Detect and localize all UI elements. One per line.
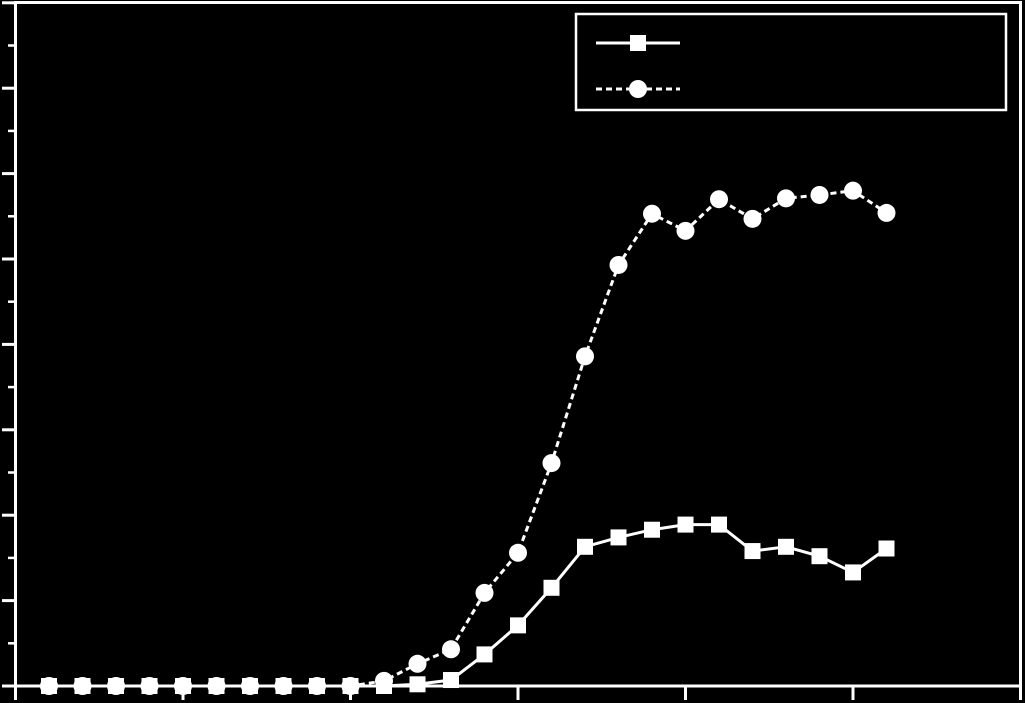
marker-circle xyxy=(442,640,460,659)
marker-square xyxy=(510,617,526,634)
marker-circle xyxy=(643,204,661,223)
marker-square xyxy=(744,543,761,560)
marker-circle xyxy=(341,677,360,695)
marker-circle xyxy=(207,677,226,695)
marker-circle xyxy=(40,677,58,695)
marker-square xyxy=(577,538,593,555)
marker-circle xyxy=(629,80,647,98)
marker-square xyxy=(443,672,459,689)
marker-square xyxy=(711,516,727,533)
marker-circle xyxy=(676,221,695,240)
marker-square xyxy=(476,646,493,663)
marker-circle xyxy=(308,677,326,695)
marker-circle xyxy=(509,543,527,562)
marker-square xyxy=(409,676,426,693)
marker-circle xyxy=(576,347,594,366)
marker-circle xyxy=(542,454,561,473)
marker-square xyxy=(811,548,828,565)
marker-circle xyxy=(743,209,762,228)
marker-circle xyxy=(174,677,192,695)
marker-square xyxy=(610,529,627,546)
marker-circle xyxy=(241,677,259,695)
marker-circle xyxy=(844,181,862,200)
marker-circle xyxy=(609,255,628,274)
marker-circle xyxy=(877,203,896,222)
marker-square xyxy=(630,35,646,51)
marker-circle xyxy=(408,654,427,673)
marker-square xyxy=(644,521,660,538)
marker-circle xyxy=(777,189,795,208)
marker-circle xyxy=(475,583,494,602)
marker-square xyxy=(878,540,895,557)
marker-circle xyxy=(140,677,159,695)
series-line xyxy=(49,189,888,688)
marker-circle xyxy=(274,677,293,695)
marker-square xyxy=(543,579,560,596)
marker-circle xyxy=(73,677,92,695)
marker-circle xyxy=(375,671,393,690)
marker-square xyxy=(778,538,794,555)
marker-square xyxy=(845,564,861,581)
marker-square xyxy=(677,516,694,533)
marker-circle xyxy=(710,190,728,209)
legend-box xyxy=(574,12,1008,112)
marker-circle xyxy=(107,677,125,695)
marker-circle xyxy=(810,185,829,204)
